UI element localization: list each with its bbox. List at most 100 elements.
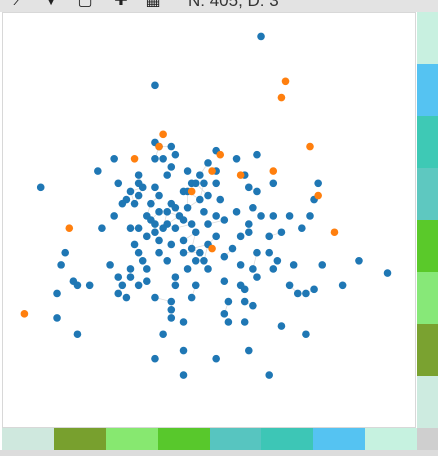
data-point[interactable] — [53, 314, 61, 322]
data-point[interactable] — [253, 187, 261, 196]
legend-swatch-bottom[interactable] — [261, 428, 314, 450]
data-point[interactable] — [245, 228, 253, 237]
data-point[interactable] — [85, 281, 94, 290]
data-point[interactable] — [159, 330, 167, 339]
data-point[interactable] — [245, 346, 253, 355]
data-point[interactable] — [110, 212, 118, 220]
data-point[interactable] — [249, 301, 257, 310]
data-point[interactable] — [212, 232, 220, 241]
pointer-icon[interactable]: ▼ — [43, 0, 59, 9]
selected-point[interactable] — [187, 187, 196, 196]
data-point[interactable] — [220, 216, 229, 224]
data-point[interactable] — [196, 171, 204, 179]
data-point[interactable] — [155, 191, 163, 200]
data-point[interactable] — [126, 273, 135, 281]
legend-swatch-bottom[interactable] — [157, 428, 210, 450]
color-legend-vertical[interactable] — [417, 12, 438, 428]
data-point[interactable] — [61, 248, 69, 257]
data-point[interactable] — [134, 171, 143, 179]
legend-swatch-bottom[interactable] — [209, 428, 262, 450]
data-point[interactable] — [73, 281, 82, 290]
data-point[interactable] — [265, 232, 274, 241]
data-point[interactable] — [147, 199, 155, 208]
data-point[interactable] — [167, 297, 176, 306]
data-point[interactable] — [151, 183, 159, 192]
data-point[interactable] — [212, 179, 220, 188]
data-point[interactable] — [155, 208, 163, 216]
data-point[interactable] — [220, 310, 229, 318]
data-point[interactable] — [318, 261, 327, 269]
data-point[interactable] — [212, 354, 220, 363]
selected-point[interactable] — [216, 150, 225, 159]
data-point[interactable] — [143, 265, 151, 273]
data-point[interactable] — [171, 203, 180, 212]
data-point[interactable] — [236, 232, 245, 241]
data-point[interactable] — [163, 257, 171, 265]
data-point[interactable] — [269, 265, 278, 273]
data-point[interactable] — [224, 297, 233, 306]
data-point[interactable] — [269, 212, 278, 220]
legend-swatch-right[interactable] — [417, 168, 438, 220]
data-point[interactable] — [257, 32, 265, 41]
data-point[interactable] — [171, 273, 180, 281]
selected-point[interactable] — [208, 167, 216, 175]
data-point[interactable] — [118, 199, 127, 208]
data-point[interactable] — [94, 167, 102, 175]
data-point[interactable] — [151, 293, 159, 302]
data-point[interactable] — [240, 318, 249, 326]
data-point[interactable] — [293, 289, 302, 298]
data-point[interactable] — [249, 265, 257, 273]
data-point[interactable] — [155, 248, 163, 257]
selected-point[interactable] — [159, 130, 167, 139]
data-point[interactable] — [306, 212, 314, 220]
data-point[interactable] — [167, 305, 176, 314]
selected-point[interactable] — [330, 228, 339, 237]
data-point[interactable] — [220, 277, 229, 286]
selected-point[interactable] — [130, 155, 139, 163]
data-point[interactable] — [338, 281, 347, 290]
data-point[interactable] — [302, 330, 310, 339]
data-point[interactable] — [314, 179, 322, 188]
data-point[interactable] — [179, 248, 188, 257]
data-point[interactable] — [240, 297, 249, 306]
data-point[interactable] — [126, 187, 135, 196]
data-point[interactable] — [245, 220, 253, 228]
data-point[interactable] — [204, 220, 212, 228]
reset-view-icon[interactable]: ▦ — [145, 0, 161, 9]
selected-point[interactable] — [65, 224, 74, 232]
data-point[interactable] — [289, 261, 298, 269]
data-point[interactable] — [122, 293, 131, 302]
data-point[interactable] — [171, 150, 180, 159]
data-point[interactable] — [200, 257, 208, 265]
data-point[interactable] — [220, 252, 229, 261]
plot-area[interactable] — [0, 12, 438, 456]
data-point[interactable] — [216, 195, 225, 204]
data-point[interactable] — [249, 203, 257, 212]
data-point[interactable] — [138, 183, 147, 192]
data-point[interactable] — [163, 171, 171, 179]
data-point[interactable] — [191, 257, 200, 265]
data-point[interactable] — [183, 203, 192, 212]
data-point[interactable] — [196, 248, 204, 257]
selected-point[interactable] — [314, 191, 322, 200]
data-point[interactable] — [143, 232, 151, 241]
data-point[interactable] — [143, 277, 151, 286]
legend-swatch-bottom[interactable] — [105, 428, 158, 450]
selected-point[interactable] — [277, 93, 286, 102]
zoom-box-icon[interactable]: ▢ — [77, 0, 93, 9]
scatter-plot[interactable] — [0, 12, 416, 428]
data-point[interactable] — [253, 248, 261, 257]
selected-point[interactable] — [236, 171, 245, 179]
data-point[interactable] — [355, 257, 363, 265]
data-point[interactable] — [187, 244, 196, 253]
legend-swatch-bottom[interactable] — [2, 428, 54, 450]
data-point[interactable] — [73, 330, 82, 339]
data-point[interactable] — [134, 281, 143, 290]
data-point[interactable] — [196, 195, 204, 204]
data-point[interactable] — [302, 289, 310, 298]
pan-icon[interactable]: ✚ — [114, 0, 128, 9]
data-point[interactable] — [298, 224, 306, 232]
selected-point[interactable] — [281, 77, 290, 86]
data-point[interactable] — [151, 354, 159, 363]
lasso-select-icon[interactable]: ⟋ — [13, 0, 25, 9]
